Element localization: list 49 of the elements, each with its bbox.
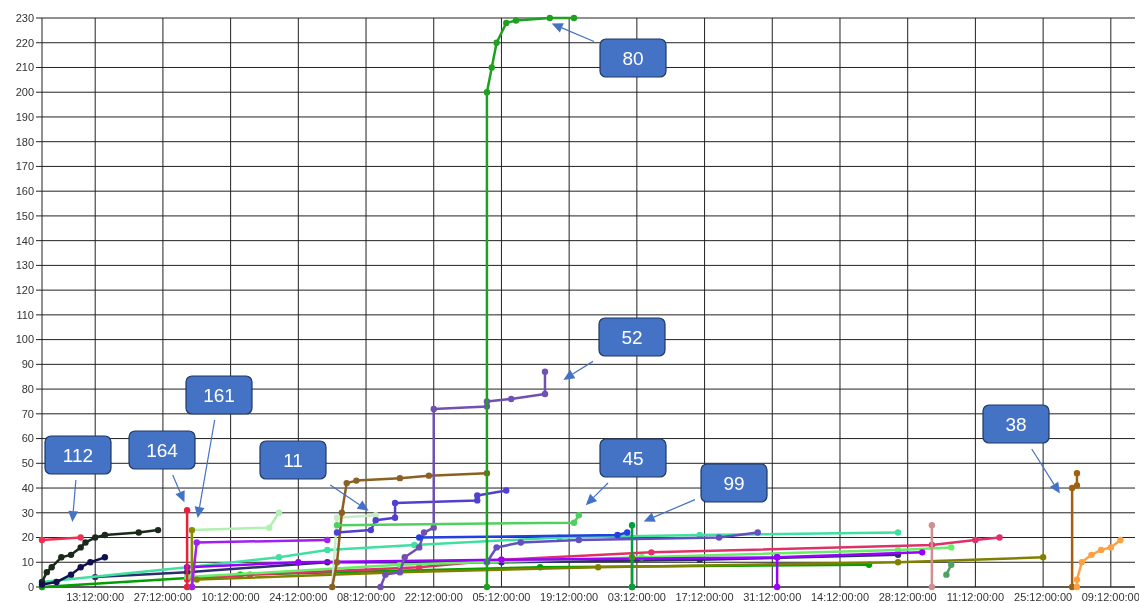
y-tick-label: 210 — [15, 61, 34, 74]
x-tick-label: 25:12:00:00 — [1014, 591, 1073, 603]
y-tick-label: 50 — [21, 457, 34, 470]
y-tick-label: 70 — [21, 407, 34, 420]
annotation: 38 — [1005, 413, 1027, 435]
y-tick-label: 0 — [27, 580, 34, 593]
annotation: 99 — [723, 472, 745, 494]
y-tick-label: 170 — [15, 160, 34, 173]
y-tick-label: 230 — [15, 11, 34, 24]
annotation: 80 — [622, 47, 644, 69]
x-tick-label: 24:12:00:00 — [269, 591, 328, 603]
x-tick-label: 10:12:00:00 — [201, 591, 260, 603]
y-tick-label: 20 — [21, 531, 34, 544]
y-tick-label: 220 — [15, 36, 34, 49]
x-tick-label: 14:12:00:00 — [810, 591, 870, 603]
annotation: 161 — [203, 384, 235, 406]
annotation: 164 — [146, 439, 179, 461]
annotation: 45 — [622, 447, 644, 469]
y-tick-label: 10 — [21, 556, 34, 569]
y-tick-label: 140 — [15, 234, 34, 247]
annotation: 112 — [62, 444, 94, 466]
x-tick-label: 08:12:00:00 — [336, 591, 396, 603]
x-tick-label: 28:12:00:00 — [878, 591, 937, 603]
y-tick-label: 160 — [15, 185, 34, 198]
y-tick-label: 120 — [15, 283, 34, 296]
x-tick-label: 03:12:00:00 — [607, 591, 666, 603]
y-tick-label: 110 — [16, 308, 34, 321]
x-tick-label: 09:12:00:00 — [1081, 591, 1139, 603]
y-tick-label: 200 — [15, 86, 34, 99]
x-tick-label: 05:12:00:00 — [472, 591, 531, 603]
annotation: 11 — [283, 449, 303, 471]
x-tick-label: 31:12:00:00 — [743, 591, 802, 603]
y-tick-label: 130 — [15, 259, 34, 272]
x-tick-label: 13:12:00:00 — [66, 591, 125, 603]
y-tick-label: 150 — [15, 209, 34, 222]
y-tick-label: 90 — [21, 358, 34, 371]
y-tick-label: 190 — [15, 110, 34, 123]
y-tick-label: 30 — [21, 506, 34, 519]
y-tick-label: 80 — [21, 382, 34, 395]
x-tick-label: 19:12:00:00 — [540, 591, 599, 603]
x-tick-label: 11:12:00:00 — [946, 591, 1005, 603]
x-tick-label: 27:12:00:00 — [133, 591, 192, 603]
y-tick-label: 100 — [15, 333, 34, 346]
x-tick-label: 22:12:00:00 — [404, 591, 463, 603]
y-tick-label: 180 — [15, 135, 34, 148]
y-tick-label: 60 — [21, 432, 34, 445]
x-tick-label: 17:12:00:00 — [675, 591, 734, 603]
y-tick-label: 40 — [21, 481, 34, 494]
annotation: 52 — [621, 326, 643, 348]
